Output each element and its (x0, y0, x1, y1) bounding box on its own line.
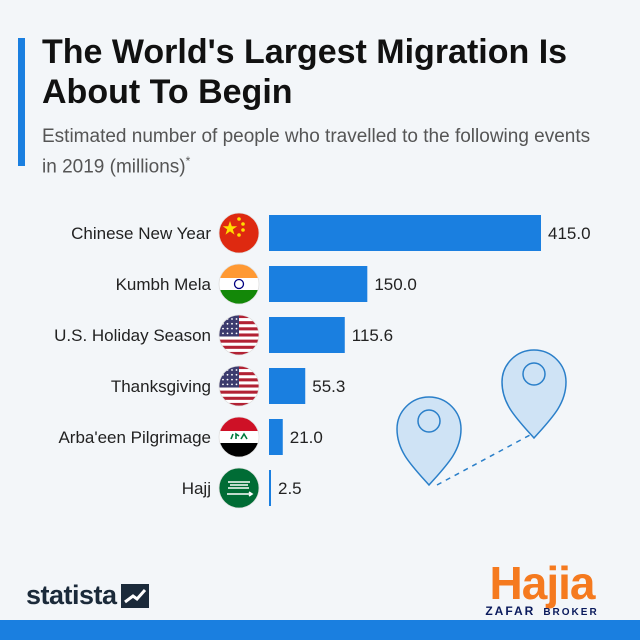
usa-flag-icon (218, 365, 260, 407)
footer-stripe (0, 620, 640, 640)
value-label: 2.5 (278, 479, 302, 498)
value-label: 115.6 (352, 326, 393, 345)
brand-tagline-left: ZAFAR (485, 604, 536, 618)
category-label: Hajj (182, 479, 211, 498)
category-label: Chinese New Year (71, 224, 211, 243)
brand-tagline-right: BROKER (543, 607, 599, 618)
category-label: U.S. Holiday Season (54, 326, 211, 345)
brand-name: Hajia (489, 557, 596, 609)
category-label: Thanksgiving (111, 377, 211, 396)
bar (269, 368, 306, 404)
statista-icon (120, 583, 149, 608)
iraq-flag-icon (218, 416, 260, 458)
subtitle-text: Estimated number of people who travelled… (42, 126, 591, 178)
statista-logo: statista (26, 580, 149, 611)
category-label: Kumbh Mela (116, 275, 212, 294)
bar-chart: Chinese New Year 415.0 Kumbh Mela 150.0 U.S.… (54, 212, 591, 509)
usa-flag-icon (218, 314, 260, 356)
india-flag-icon (218, 263, 260, 305)
hajia-brand-logo: Hajia ZAFAR BROKER (472, 560, 612, 618)
value-label: 150.0 (374, 275, 417, 294)
title-accent-bar (18, 38, 25, 166)
bar (269, 419, 283, 455)
subtitle-footnote-mark: * (185, 154, 191, 168)
dashed-route-line (436, 434, 531, 486)
bar (269, 215, 541, 251)
bar (269, 470, 271, 506)
bar (269, 317, 345, 353)
bar (269, 266, 368, 302)
page-title: The World's Largest Migration Is About T… (42, 33, 568, 111)
value-label: 415.0 (548, 224, 591, 243)
pin-right-icon (501, 349, 567, 440)
category-label: Arba'een Pilgrimage (58, 428, 211, 447)
saudi-arabia-flag-icon (218, 467, 260, 509)
pin-left-icon (396, 396, 462, 487)
value-label: 21.0 (290, 428, 323, 447)
value-label: 55.3 (312, 377, 345, 396)
china-flag-icon (218, 212, 260, 254)
location-pins-decoration (396, 349, 567, 487)
brand-tagline: ZAFAR BROKER (472, 604, 612, 618)
statista-wordmark: statista (26, 580, 117, 610)
page-subtitle: Estimated number of people who travelled… (42, 124, 602, 179)
